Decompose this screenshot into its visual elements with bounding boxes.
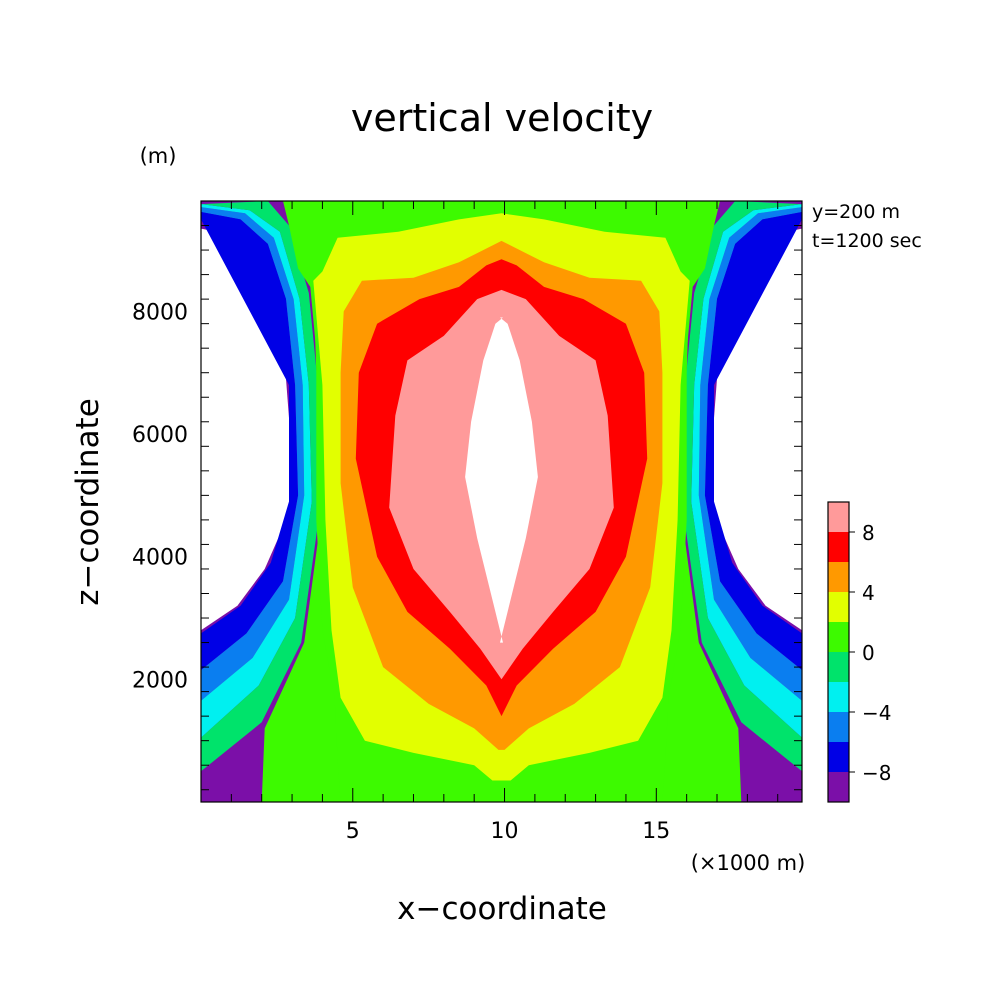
band-teal-left xyxy=(201,201,320,802)
y-tick-label: 2000 xyxy=(132,668,188,693)
y-unit-label: (m) xyxy=(140,144,177,168)
colorbar-swatch xyxy=(828,742,849,772)
colorbar-swatch xyxy=(828,682,849,712)
y-tick-label: 8000 xyxy=(132,300,188,325)
axis-ticks xyxy=(201,200,802,802)
colorbar-swatch xyxy=(828,622,849,652)
info-line-t: t=1200 sec xyxy=(812,230,922,252)
y-tick-label: 6000 xyxy=(132,423,188,448)
colorbar-tick-label: −8 xyxy=(862,761,891,785)
x-unit-label: (×1000 m) xyxy=(691,851,806,875)
colorbar-tick-label: −4 xyxy=(862,701,891,725)
y-axis-label: z−coordinate xyxy=(70,398,106,606)
plot-frame xyxy=(200,200,803,803)
colorbar-swatch xyxy=(828,502,849,532)
colorbar: 8 4 0 −4 −8 xyxy=(827,501,891,803)
x-tick-label: 10 xyxy=(491,819,519,844)
info-line-y: y=200 m xyxy=(812,201,900,223)
tick-labels: 5 10 15 2000 4000 6000 8000 xyxy=(132,300,670,844)
band-teal-right xyxy=(683,201,802,802)
x-tick-label: 15 xyxy=(642,819,670,844)
y-tick-label: 4000 xyxy=(132,546,188,571)
x-tick-label: 5 xyxy=(346,819,360,844)
colorbar-swatch xyxy=(828,592,849,622)
colorbar-swatch xyxy=(828,772,849,802)
colorbar-swatch xyxy=(828,532,849,562)
contour-bands xyxy=(201,201,802,802)
band-lightblue-left xyxy=(201,207,305,802)
band-cyan-left xyxy=(201,204,312,802)
chart-title: vertical velocity xyxy=(351,96,653,140)
x-axis-label: x−coordinate xyxy=(397,891,607,927)
colorbar-swatch xyxy=(828,652,849,682)
colorbar-tick-label: 0 xyxy=(862,641,875,665)
band-lightblue-right xyxy=(698,207,802,802)
band-blue-top-left xyxy=(201,212,289,385)
colorbar-swatch xyxy=(828,562,849,592)
colorbar-swatch xyxy=(828,712,849,742)
colorbar-tick-label: 8 xyxy=(862,521,875,545)
band-blue-top-right xyxy=(714,212,802,385)
core-white xyxy=(465,317,538,643)
colorbar-tick-label: 4 xyxy=(862,581,875,605)
band-cyan-right xyxy=(691,204,802,802)
